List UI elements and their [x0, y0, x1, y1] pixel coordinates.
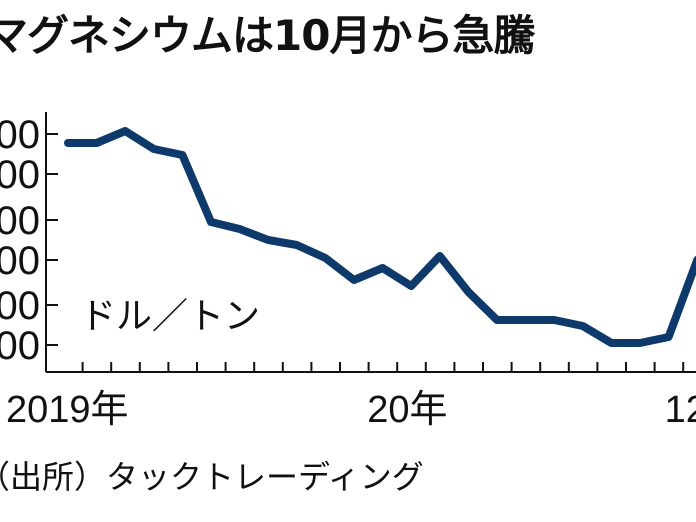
- y-tick-label: 00: [0, 199, 40, 243]
- y-tick-label: 00: [0, 324, 40, 368]
- series-line: [64, 127, 696, 347]
- x-tick-label: 2019年: [6, 389, 129, 431]
- x-tick-label: 20年: [367, 389, 447, 431]
- y-tick-label: 00: [0, 153, 40, 197]
- y-tick-label: 00: [0, 284, 40, 328]
- unit-label: ドル／トン: [80, 296, 260, 337]
- x-tick-label: 12: [665, 389, 696, 431]
- source-note: （出所）タックトレーディング: [0, 458, 424, 496]
- chart-title: マグネシウムは10月から急騰: [0, 11, 535, 60]
- y-tick-label: 00: [0, 239, 40, 283]
- y-tick-label: 00: [0, 113, 40, 157]
